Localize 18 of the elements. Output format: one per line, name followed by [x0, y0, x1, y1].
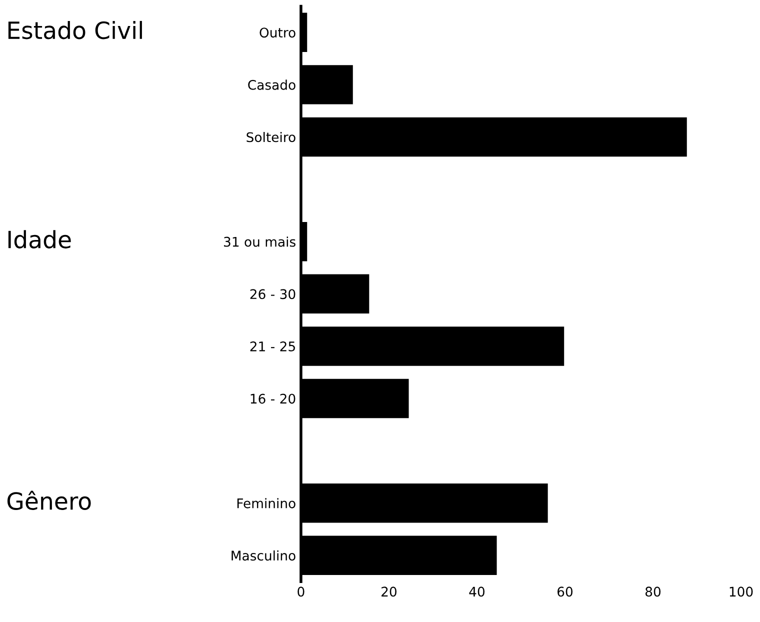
y-tick-label: Masculino [232, 550, 296, 561]
x-tick-label: 40 [469, 586, 484, 597]
y-tick-label: Feminino [237, 498, 296, 508]
y-tick-label: Casado [248, 80, 296, 90]
x-tick-label: 100 [730, 586, 753, 597]
text: Estado Civil [8, 20, 142, 40]
y-tick-label: 16 - 20 [250, 394, 296, 404]
y-tick-label: 21 - 25 [250, 341, 295, 352]
x-tick-label: 80 [645, 586, 661, 597]
x-tick-label: 60 [558, 586, 573, 597]
y-tick-label: Outro [260, 28, 296, 38]
y-tick-label: Solteiro [246, 132, 296, 142]
x-tick-label: 20 [382, 586, 396, 597]
y-tick-label: 31 ou mais [224, 236, 296, 247]
text: Idade [8, 230, 71, 248]
text: Gênero [7, 490, 91, 510]
x-tick-label: 0 [298, 586, 304, 597]
y-tick-label: 26 - 30 [250, 289, 296, 300]
